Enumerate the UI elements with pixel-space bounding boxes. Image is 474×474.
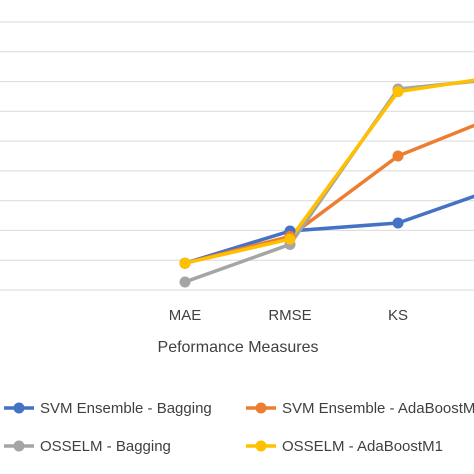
- x-axis-title: Peformance Measures: [158, 339, 319, 356]
- data-point-0-2: [392, 217, 404, 229]
- x-tick-label-2: KS: [388, 307, 408, 324]
- data-point-3-2: [392, 86, 404, 98]
- x-tick-label-0: MAE: [169, 307, 202, 324]
- legend-swatch-marker-0: [13, 402, 25, 414]
- legend-label-0: SVM Ensemble - Bagging: [40, 400, 212, 417]
- legend-swatch-marker-3: [255, 440, 267, 452]
- data-point-1-2: [392, 150, 404, 162]
- data-point-3-1: [284, 233, 296, 245]
- series-line-0: [183, 194, 474, 265]
- data-point-3-0: [179, 257, 191, 269]
- x-tick-labels: MAE RMSE KS: [169, 307, 408, 324]
- legend-swatch-marker-1: [255, 402, 267, 414]
- legend-label-1: SVM Ensemble - AdaBoostM1: [282, 400, 474, 417]
- series-points: [179, 83, 404, 288]
- legend-label-2: OSSELM - Bagging: [40, 438, 171, 455]
- legend: SVM Ensemble - Bagging SVM Ensemble - Ada…: [4, 400, 474, 455]
- series-line-3: [183, 78, 474, 265]
- legend-swatch-marker-2: [13, 440, 25, 452]
- series-lines: [183, 78, 474, 284]
- x-tick-label-1: RMSE: [268, 307, 311, 324]
- gridlines: [0, 21, 474, 291]
- legend-label-3: OSSELM - AdaBoostM1: [282, 438, 443, 455]
- data-point-2-0: [179, 276, 191, 288]
